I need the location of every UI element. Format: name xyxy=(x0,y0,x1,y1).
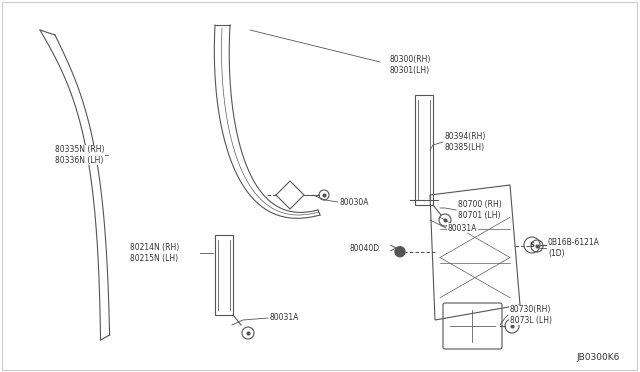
Text: 80700 (RH)
80701 (LH): 80700 (RH) 80701 (LH) xyxy=(458,200,502,220)
Bar xyxy=(215,235,233,315)
Text: JB0300K6: JB0300K6 xyxy=(577,353,620,362)
Text: 80730(RH)
8073L (LH): 80730(RH) 8073L (LH) xyxy=(510,305,552,325)
Text: 80031A: 80031A xyxy=(448,224,477,232)
Text: 80394(RH)
80385(LH): 80394(RH) 80385(LH) xyxy=(445,132,486,152)
Text: 80031A: 80031A xyxy=(270,314,300,323)
Text: S: S xyxy=(529,242,534,248)
Text: 80030A: 80030A xyxy=(340,198,369,206)
Text: 80300(RH)
80301(LH): 80300(RH) 80301(LH) xyxy=(390,55,431,75)
Text: 80214N (RH)
80215N (LH): 80214N (RH) 80215N (LH) xyxy=(130,243,179,263)
Bar xyxy=(415,95,433,205)
Text: 80040D: 80040D xyxy=(350,244,380,253)
Circle shape xyxy=(395,247,405,257)
Text: 80335N (RH)
80336N (LH): 80335N (RH) 80336N (LH) xyxy=(55,145,104,165)
Text: 0B16B-6121A
(1D): 0B16B-6121A (1D) xyxy=(548,238,600,258)
